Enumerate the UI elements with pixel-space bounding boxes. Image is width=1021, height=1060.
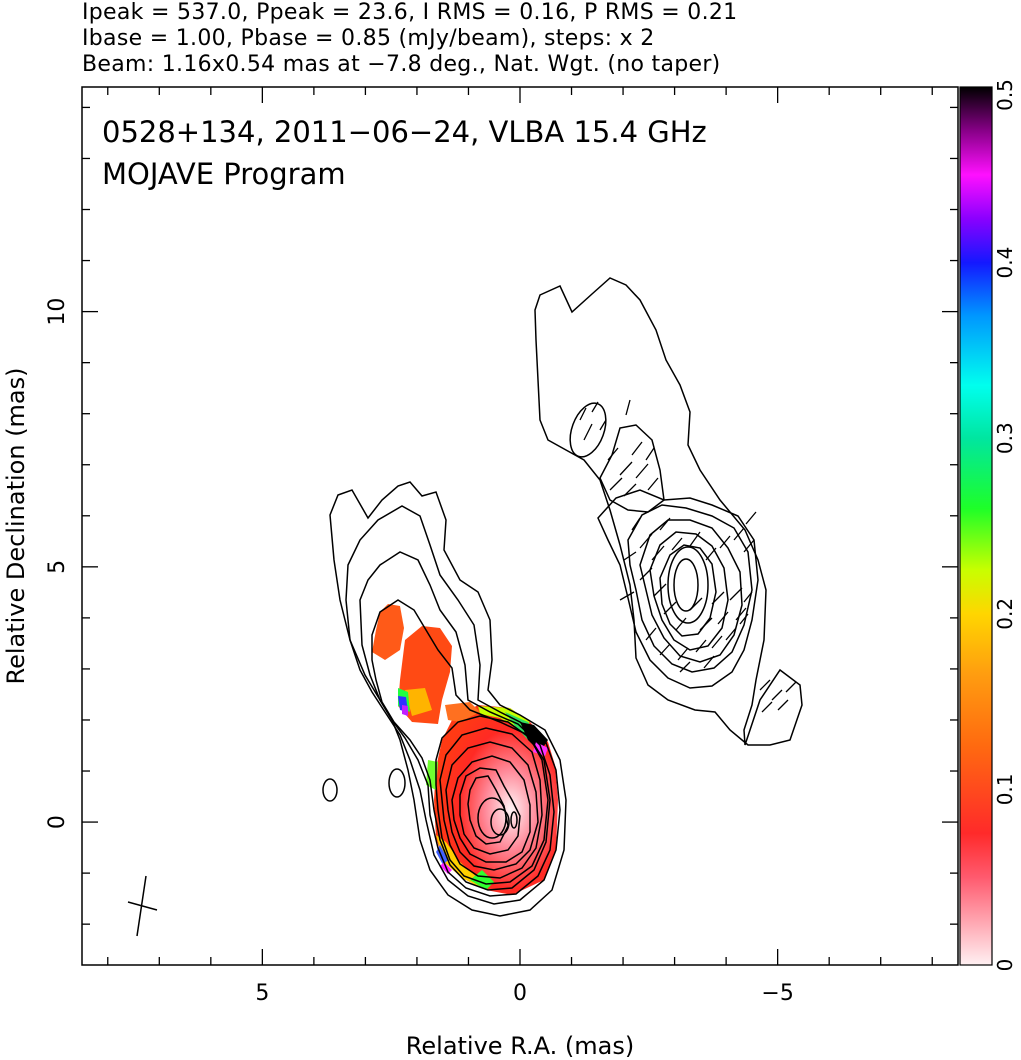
colorbar	[959, 86, 993, 966]
colorbar-tick-label: 0	[993, 959, 1017, 972]
evpa-vector-set-2	[607, 441, 659, 497]
x-tick-label: 0	[513, 981, 527, 1006]
core-polarization-patch	[434, 705, 558, 895]
contour-12	[490, 808, 510, 836]
jet-bridge	[445, 702, 480, 722]
annotation-title: 0528+134, 2011−06−24, VLBA 15.4 GHz	[102, 115, 707, 149]
header-base-line: Ibase = 1.00, Pbase = 0.85 (mJy/beam), s…	[82, 26, 655, 51]
x-tick-label: 5	[255, 981, 269, 1006]
jet-knot-mid-magenta	[402, 705, 408, 716]
colorbar-tick-label: 0.3	[993, 422, 1017, 454]
y-axis-label: Relative Declination (mas)	[2, 367, 30, 684]
x-axis-label: Relative R.A. (mas)	[406, 1032, 634, 1060]
axis-ticks	[82, 87, 958, 965]
evpa-vectors	[579, 399, 797, 713]
y-tick-label: 0	[45, 815, 70, 829]
contour-2	[345, 505, 561, 905]
annotation-program: MOJAVE Program	[102, 157, 346, 191]
contour-right-8	[673, 558, 699, 612]
colorbar-ticks: 0 0.1 0.2 0.3 0.4 0.5	[993, 79, 1017, 972]
contour-3	[359, 551, 555, 897]
jet-knot-upper-left	[372, 604, 404, 660]
stokes-i-contours	[322, 277, 803, 917]
core-top-magenta	[533, 742, 548, 756]
header-peak-line: Ipeak = 537.0, Ppeak = 23.6, I RMS = 0.1…	[82, 0, 738, 25]
beam-marker	[127, 875, 158, 937]
evpa-vector-set-1	[579, 399, 631, 441]
colorbar-tick-label: 0.4	[993, 247, 1017, 279]
contour-right-4	[639, 519, 743, 663]
contour-isolated-blob-2	[388, 768, 406, 798]
colorbar-tick-label: 0.5	[993, 79, 1017, 111]
colorbar-tick-label: 0.1	[993, 773, 1017, 805]
evpa-vector-set-3	[631, 511, 757, 561]
contour-8	[451, 755, 531, 863]
evpa-vector-set-6	[759, 679, 797, 713]
x-tick-label: −5	[761, 981, 793, 1006]
contour-isolated-blob-1	[322, 778, 338, 802]
core-edge-yellow	[436, 835, 486, 890]
contour-outer-right	[534, 277, 803, 746]
contour-right-7	[667, 546, 709, 624]
map-header: Ipeak = 537.0, Ppeak = 23.6, I RMS = 0.1…	[82, 0, 982, 78]
contour-right-upper-knot	[599, 424, 665, 513]
contour-7	[445, 741, 539, 871]
axis-tick-labels: 5 0 −5 0 5 10	[45, 298, 794, 1006]
y-tick-label: 10	[45, 298, 70, 326]
evpa-vector-set-4	[619, 551, 753, 631]
header-beam-line: Beam: 1.16x0.54 mas at −7.8 deg., Nat. W…	[82, 52, 721, 77]
contour-5	[435, 715, 549, 885]
contour-right-2	[597, 489, 759, 689]
jet-knot-mid-yellow	[405, 688, 432, 716]
contour-right-6	[659, 544, 717, 637]
contour-right-3	[627, 504, 753, 673]
contour-core-peak	[510, 811, 518, 829]
contour-right-5	[649, 531, 729, 651]
colorbar-tick-label: 0.2	[993, 598, 1017, 630]
evpa-vector-set-5	[645, 613, 749, 673]
core-edge-green-left	[426, 760, 438, 790]
contour-9	[459, 767, 521, 855]
contour-6	[439, 727, 543, 879]
y-tick-label: 5	[45, 560, 70, 574]
contour-11	[477, 797, 507, 839]
contour-4	[371, 599, 551, 891]
